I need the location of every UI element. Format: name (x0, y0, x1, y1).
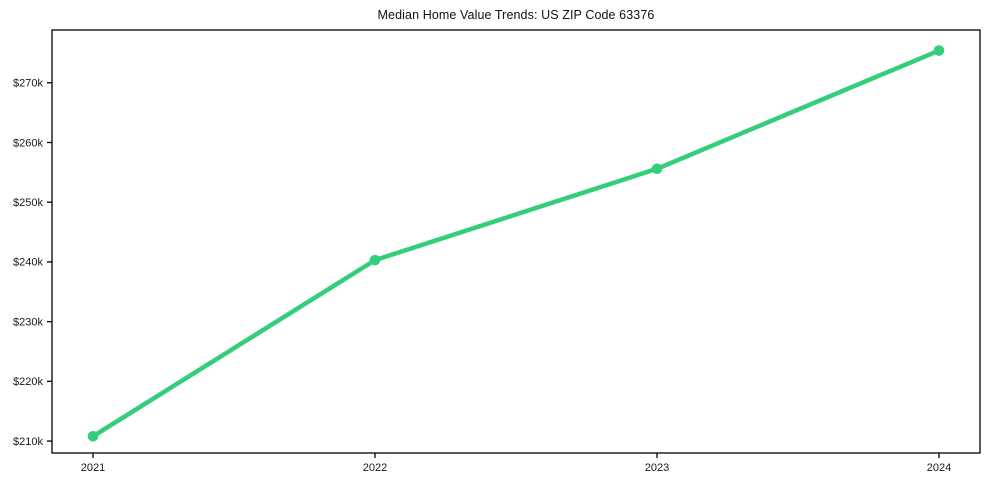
x-tick-label: 2023 (645, 462, 669, 474)
x-tick-label: 2024 (927, 462, 951, 474)
y-tick-label: $270k (13, 78, 43, 90)
y-tick-label: $220k (13, 376, 43, 388)
data-point-marker (933, 45, 945, 56)
data-point-marker (651, 163, 663, 175)
y-tick-label: $230k (13, 316, 43, 328)
data-point-marker (369, 254, 381, 266)
y-tick-label: $240k (13, 257, 43, 269)
x-tick-label: 2021 (81, 462, 105, 474)
series-line (90, 48, 942, 439)
chart-title: Median Home Value Trends: US ZIP Code 63… (377, 8, 655, 22)
y-tick-label: $250k (13, 197, 43, 209)
axes-frame (51, 29, 981, 454)
x-tick-label: 2022 (363, 462, 387, 474)
y-tick-label: $210k (13, 436, 43, 448)
data-point-marker (87, 430, 99, 442)
y-tick-label: $260k (13, 137, 43, 149)
